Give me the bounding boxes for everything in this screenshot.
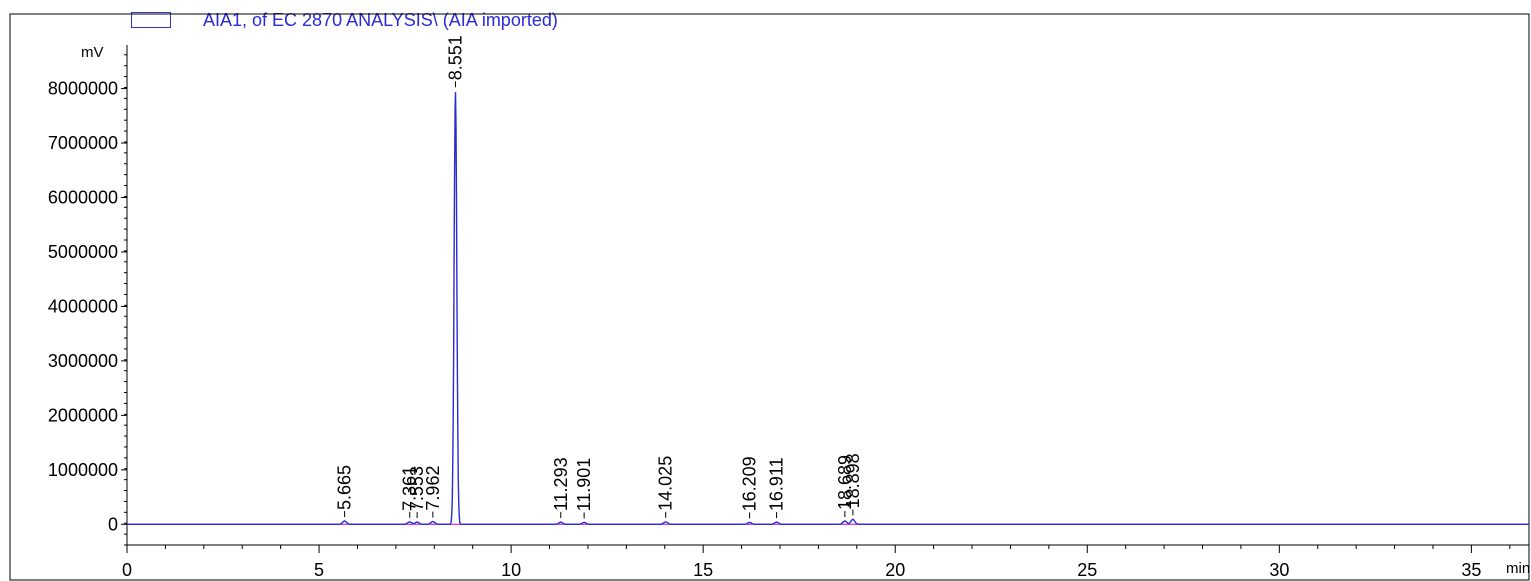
peak-label: 16.209	[740, 456, 760, 511]
x-tick-label: 5	[314, 560, 324, 580]
axes: 0 1000000 2000000 3000000 4000000 5000000 6000…	[48, 45, 1529, 580]
y-tick-label: 5000000	[48, 242, 118, 262]
y-tick-label: 7000000	[48, 133, 118, 153]
chromatogram-trace	[127, 92, 1529, 525]
y-tick-label: 2000000	[48, 405, 118, 425]
y-axis-unit-label: mV	[81, 44, 104, 61]
peak-label: 16.911	[767, 457, 787, 511]
peak-label: 7.962	[423, 466, 443, 511]
y-tick-label: 0	[108, 514, 118, 534]
plot-frame	[9, 13, 1530, 581]
x-tick-label: 35	[1461, 560, 1481, 580]
x-tick-label: 30	[1269, 560, 1289, 580]
peak-label: 18.898	[843, 453, 863, 508]
y-tick-label: 8000000	[48, 79, 118, 99]
y-tick-label: 1000000	[48, 460, 118, 480]
x-axis-unit-label: min	[1506, 560, 1531, 577]
x-tick-label: 10	[501, 560, 521, 580]
peak-label: 18.689	[835, 455, 855, 510]
peak-label: 11.293	[551, 457, 571, 511]
peak-label: 7.361	[400, 466, 420, 511]
peak-label: 8.551	[445, 35, 465, 80]
y-tick-label: 4000000	[48, 296, 118, 316]
peak-label: 11.901	[574, 458, 594, 512]
x-tick-label: 20	[885, 560, 905, 580]
peak-label: 5.665	[335, 465, 355, 510]
peak-label: 7.553	[407, 466, 427, 511]
peak-label: 14.025	[656, 456, 676, 511]
y-tick-label: 6000000	[48, 188, 118, 208]
legend-swatch	[131, 12, 171, 28]
x-tick-label: 25	[1077, 560, 1097, 580]
x-tick-label: 15	[693, 560, 713, 580]
outer-frame	[9, 13, 1530, 581]
trace-layer	[127, 92, 1529, 525]
x-tick-label: 0	[122, 560, 132, 580]
y-tick-label: 3000000	[48, 351, 118, 371]
